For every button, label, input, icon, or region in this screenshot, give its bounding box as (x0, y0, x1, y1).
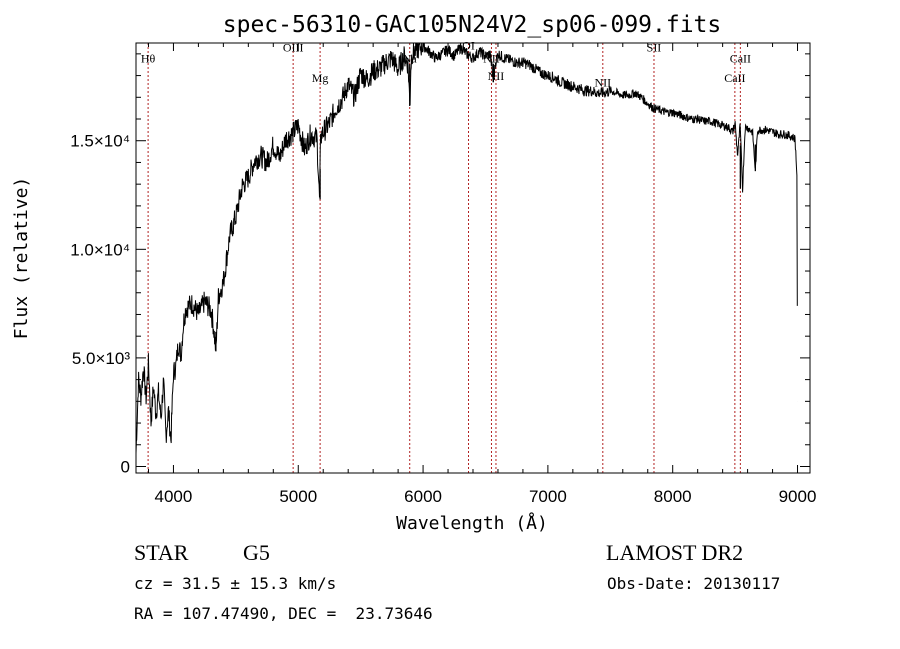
y-axis-label: Flux (relative) (11, 177, 32, 340)
line-label: SII (647, 41, 662, 55)
line-label: CaII (724, 71, 745, 85)
x-tick-label: 8000 (654, 487, 692, 506)
obs-date: Obs-Date: 20130117 (607, 574, 781, 593)
line-label: NII (594, 75, 611, 89)
line-label: Mg (312, 71, 329, 85)
object-class: STAR (134, 540, 189, 565)
x-tick-label: 7000 (529, 487, 567, 506)
y-tick-label: 1.0×10⁴ (70, 240, 130, 259)
line-label: OI (462, 39, 475, 53)
line-label: CaII (730, 52, 751, 66)
spectrum-chart: spec-56310-GAC105N24V2_sp06-099.fits Hθ O… (11, 12, 817, 534)
coordinates: RA = 107.47490, DEC = 23.73646 (134, 604, 433, 623)
x-tick-label: 5000 (279, 487, 317, 506)
chart-title: spec-56310-GAC105N24V2_sp06-099.fits (223, 12, 722, 38)
axes: 4000 5000 6000 7000 8000 9000 0 5.0×10³ 1.0×10⁴ 1… (70, 42, 817, 506)
x-tick-label: 4000 (155, 487, 193, 506)
object-subclass: G5 (243, 540, 270, 565)
spectrum-points (135, 45, 798, 454)
line-label: NII (488, 69, 505, 83)
x-tick-label: 9000 (779, 487, 817, 506)
y-tick-label: 0 (121, 457, 130, 476)
spectrum-line (135, 42, 798, 454)
survey-name: LAMOST DR2 (606, 540, 744, 565)
x-axis-label: Wavelength (Å) (396, 512, 548, 534)
spectrum-series (135, 42, 798, 454)
x-tick-label: 6000 (404, 487, 442, 506)
plot-frame (135, 42, 811, 474)
redshift-text: cz = 31.5 ± 15.3 km/s (134, 574, 337, 593)
y-tick-label: 1.5×10⁴ (70, 132, 130, 151)
y-tick-label: 5.0×10³ (72, 349, 130, 368)
line-label: Hθ (141, 52, 156, 66)
